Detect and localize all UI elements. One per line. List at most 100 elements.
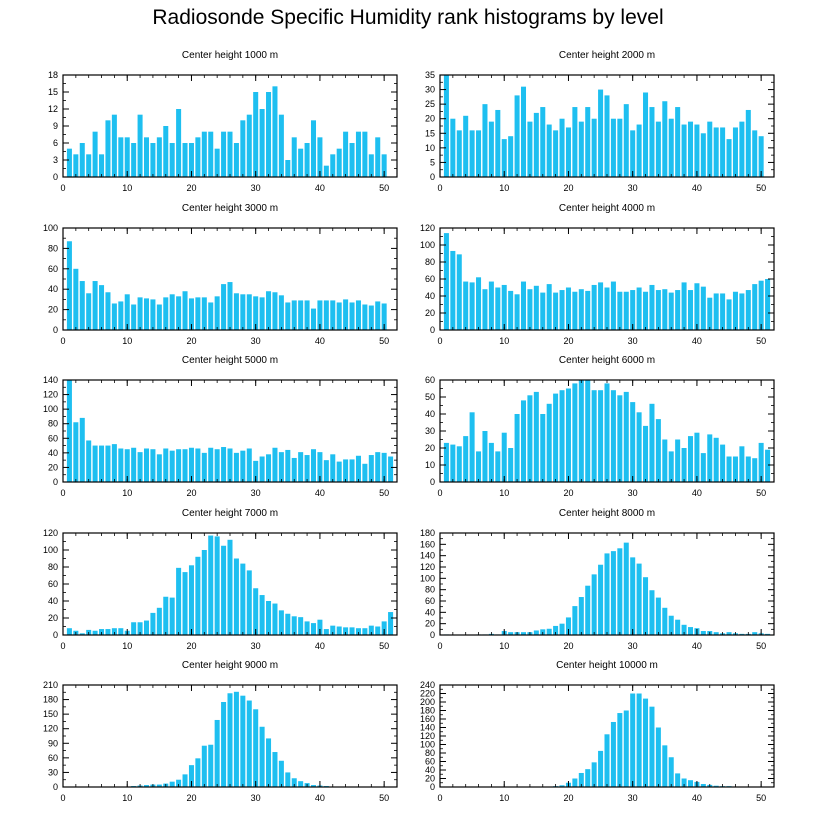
bar bbox=[221, 545, 227, 635]
bar bbox=[745, 109, 751, 177]
bar bbox=[143, 298, 150, 330]
bar bbox=[278, 760, 284, 787]
bar bbox=[86, 293, 92, 330]
y-tick-label: 9 bbox=[53, 121, 58, 131]
y-tick-label: 3 bbox=[53, 155, 58, 165]
y-tick-label: 12 bbox=[48, 104, 58, 114]
bar bbox=[336, 148, 342, 177]
bar bbox=[662, 439, 668, 482]
bar bbox=[610, 281, 616, 330]
bar bbox=[304, 143, 310, 177]
bar bbox=[176, 109, 182, 177]
bar bbox=[79, 281, 85, 330]
bar bbox=[188, 765, 194, 787]
bar bbox=[349, 627, 355, 635]
bar bbox=[176, 449, 182, 482]
bar bbox=[163, 126, 169, 177]
bar bbox=[585, 107, 591, 177]
bar bbox=[182, 291, 188, 330]
bar bbox=[514, 414, 520, 482]
x-tick-label: 50 bbox=[379, 641, 389, 651]
x-tick-label: 40 bbox=[315, 793, 325, 803]
chart-panel-9: Center height 9000 m 0 10 20 30 40 50 0 30 60 90 12… bbox=[43, 660, 398, 803]
bar bbox=[188, 298, 194, 330]
bar bbox=[630, 557, 636, 635]
bar bbox=[330, 154, 336, 177]
bar bbox=[317, 137, 323, 177]
bar bbox=[317, 300, 323, 330]
bar bbox=[259, 297, 265, 330]
bar bbox=[707, 121, 713, 177]
bar bbox=[443, 442, 449, 482]
x-tick-label: 50 bbox=[756, 793, 766, 803]
bar bbox=[675, 439, 681, 482]
y-tick-label: 140 bbox=[43, 375, 58, 385]
bar bbox=[291, 137, 297, 177]
bar bbox=[259, 595, 265, 635]
y-tick-label: 6 bbox=[53, 138, 58, 148]
bar bbox=[591, 284, 597, 330]
bar bbox=[649, 107, 655, 177]
bar bbox=[700, 286, 706, 330]
y-tick-label: 240 bbox=[420, 680, 435, 690]
y-tick-label: 60 bbox=[425, 757, 435, 767]
x-tick-label: 20 bbox=[186, 336, 196, 346]
x-tick-label: 30 bbox=[628, 183, 638, 193]
bar bbox=[118, 628, 124, 635]
y-tick-label: 160 bbox=[420, 539, 435, 549]
bar bbox=[694, 124, 700, 177]
x-tick-label: 0 bbox=[437, 641, 442, 651]
bar bbox=[240, 695, 246, 787]
bar bbox=[336, 461, 342, 482]
bar bbox=[598, 564, 604, 635]
y-tick-label: 100 bbox=[43, 404, 58, 414]
x-tick-label: 10 bbox=[122, 336, 132, 346]
bar bbox=[687, 121, 694, 177]
bar bbox=[266, 738, 272, 787]
bar bbox=[137, 622, 143, 635]
bar bbox=[66, 241, 72, 330]
y-tick-label: 30 bbox=[425, 426, 435, 436]
bar bbox=[304, 300, 310, 330]
bar bbox=[681, 282, 687, 330]
chart-panel-2: Center height 2000 m 0 10 20 30 40 50 0 5 10 15 20 2… bbox=[425, 50, 775, 193]
y-tick-label: 60 bbox=[48, 579, 58, 589]
x-tick-label: 50 bbox=[756, 488, 766, 498]
bar bbox=[298, 617, 304, 635]
chart-panel-3: Center height 3000 m 0 10 20 30 40 50 0 20 40 60 80… bbox=[43, 203, 398, 346]
bar bbox=[375, 301, 381, 330]
y-tick-label: 5 bbox=[430, 157, 435, 167]
bar bbox=[214, 296, 220, 330]
bar bbox=[246, 448, 252, 482]
bar bbox=[182, 572, 188, 635]
y-tick-label: 60 bbox=[425, 375, 435, 385]
bar bbox=[681, 448, 687, 482]
bar bbox=[456, 254, 462, 330]
bar bbox=[617, 118, 623, 177]
y-tick-label: 80 bbox=[48, 419, 58, 429]
bar bbox=[285, 160, 291, 177]
bar bbox=[195, 448, 201, 482]
bar bbox=[713, 632, 719, 635]
bar bbox=[585, 290, 591, 330]
x-tick-label: 0 bbox=[60, 641, 65, 651]
bar bbox=[92, 445, 98, 482]
bar bbox=[636, 287, 642, 330]
bar bbox=[291, 457, 297, 482]
bar bbox=[163, 596, 169, 635]
bar bbox=[662, 607, 668, 635]
bar bbox=[598, 89, 604, 177]
y-tick-label: 180 bbox=[43, 695, 58, 705]
x-tick-label: 10 bbox=[122, 793, 132, 803]
y-tick-label: 120 bbox=[420, 731, 435, 741]
bar bbox=[604, 95, 610, 177]
bar bbox=[246, 114, 252, 177]
bar bbox=[668, 292, 674, 330]
bar bbox=[694, 432, 700, 482]
bar bbox=[668, 451, 674, 482]
bar bbox=[732, 127, 738, 177]
bar bbox=[240, 294, 246, 330]
bar bbox=[598, 390, 604, 482]
bar bbox=[617, 713, 623, 787]
bar bbox=[668, 615, 674, 635]
